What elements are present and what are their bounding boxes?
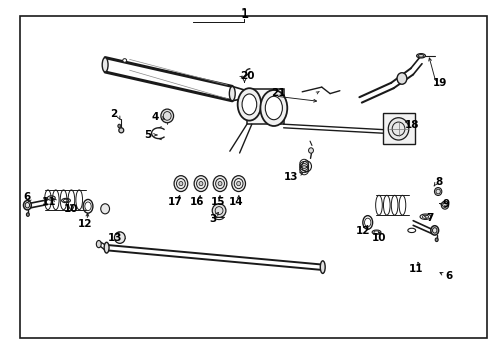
Text: 5: 5 xyxy=(144,130,151,140)
Text: 11: 11 xyxy=(42,197,57,207)
Ellipse shape xyxy=(174,176,187,192)
Text: 11: 11 xyxy=(408,264,423,274)
Ellipse shape xyxy=(433,188,441,195)
Ellipse shape xyxy=(387,118,408,140)
Ellipse shape xyxy=(96,240,101,248)
Ellipse shape xyxy=(218,181,222,186)
Ellipse shape xyxy=(118,124,121,128)
Ellipse shape xyxy=(440,201,448,209)
Text: 2: 2 xyxy=(110,109,117,119)
Ellipse shape xyxy=(213,176,226,192)
Ellipse shape xyxy=(237,88,261,121)
Text: 1: 1 xyxy=(240,8,248,21)
Text: 4: 4 xyxy=(151,112,159,122)
Text: 6: 6 xyxy=(23,192,30,202)
Text: 12: 12 xyxy=(77,219,92,229)
Text: 14: 14 xyxy=(228,197,243,207)
Ellipse shape xyxy=(396,73,406,84)
Text: 16: 16 xyxy=(189,197,203,207)
Text: 6: 6 xyxy=(445,271,451,281)
Text: 17: 17 xyxy=(168,197,183,207)
Ellipse shape xyxy=(434,238,437,242)
Ellipse shape xyxy=(229,86,235,101)
Ellipse shape xyxy=(104,242,109,253)
Ellipse shape xyxy=(179,181,183,186)
Text: 15: 15 xyxy=(210,197,224,207)
Text: 20: 20 xyxy=(239,71,254,81)
Bar xyxy=(246,89,283,124)
Ellipse shape xyxy=(101,204,109,214)
Ellipse shape xyxy=(114,232,125,243)
Ellipse shape xyxy=(102,58,108,72)
Text: 3: 3 xyxy=(209,213,216,224)
Text: 9: 9 xyxy=(442,199,448,209)
Ellipse shape xyxy=(26,213,29,216)
Ellipse shape xyxy=(161,109,173,123)
Bar xyxy=(20,16,486,338)
Ellipse shape xyxy=(430,226,438,235)
Ellipse shape xyxy=(236,181,240,186)
Text: 13: 13 xyxy=(107,233,122,243)
Ellipse shape xyxy=(231,176,245,192)
Ellipse shape xyxy=(194,176,207,192)
Ellipse shape xyxy=(320,261,325,274)
Ellipse shape xyxy=(301,161,311,172)
Ellipse shape xyxy=(264,96,282,120)
Text: 12: 12 xyxy=(355,226,370,236)
Ellipse shape xyxy=(119,128,123,133)
Ellipse shape xyxy=(308,148,313,153)
Text: 10: 10 xyxy=(63,204,78,214)
Ellipse shape xyxy=(122,59,126,62)
Text: 1: 1 xyxy=(240,7,248,20)
Ellipse shape xyxy=(416,54,425,58)
Ellipse shape xyxy=(212,204,225,217)
Ellipse shape xyxy=(242,94,256,115)
Text: 8: 8 xyxy=(435,177,442,187)
Ellipse shape xyxy=(199,181,203,186)
Text: 10: 10 xyxy=(371,233,386,243)
Ellipse shape xyxy=(23,201,31,210)
Text: 21: 21 xyxy=(271,88,285,98)
FancyBboxPatch shape xyxy=(382,113,414,144)
Text: 18: 18 xyxy=(404,120,419,130)
Text: 7: 7 xyxy=(426,213,433,223)
Ellipse shape xyxy=(260,90,287,126)
Text: 19: 19 xyxy=(432,78,447,88)
Text: 13: 13 xyxy=(284,172,298,182)
